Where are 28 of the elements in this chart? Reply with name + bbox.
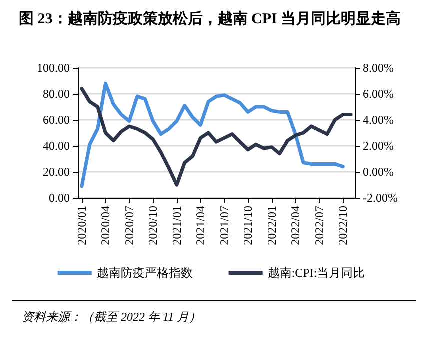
x-tick-label: 2022/10	[336, 206, 350, 246]
x-tick-label: 2022/04	[288, 206, 303, 246]
y2-tick-label: -2.00%	[363, 191, 398, 205]
chart-title: 图 23：越南防疫政策放松后，越南 CPI 当月同比明显走高	[19, 10, 402, 28]
y-tick-label: 80.00	[43, 87, 70, 101]
x-tick-label: 2020/01	[74, 206, 89, 246]
y-tick-label: 60.00	[43, 113, 70, 127]
legend-label: 越南:CPI:当月同比	[268, 266, 366, 280]
x-tick-label: 2021/01	[170, 206, 184, 246]
x-tick-label: 2022/01	[264, 206, 279, 246]
legend-label: 越南防疫严格指数	[96, 266, 193, 280]
y-tick-label: 40.00	[43, 139, 70, 153]
x-tick-label: 2022/07	[312, 206, 326, 246]
y-tick-label: 100.00	[37, 61, 70, 75]
y2-tick-label: 2.00%	[363, 139, 394, 153]
x-tick-label: 2021/07	[217, 206, 232, 246]
text: 资料来源：（截至 2022 年 11 月）	[22, 309, 202, 326]
x-tick-label: 2020/04	[98, 206, 113, 246]
x-tick-label: 2020/10	[146, 206, 160, 246]
y-tick-label: 0.00	[49, 191, 70, 205]
y2-tick-label: 6.00%	[363, 87, 394, 101]
x-tick-label: 2021/04	[194, 206, 208, 246]
y2-tick-label: 4.00%	[363, 113, 394, 127]
x-tick-label: 2021/10	[241, 206, 256, 246]
y2-tick-label: 8.00%	[363, 61, 394, 75]
x-tick-label: 2020/07	[122, 206, 136, 246]
y-tick-label: 20.00	[43, 165, 70, 179]
y2-tick-label: 0.00%	[363, 165, 394, 179]
